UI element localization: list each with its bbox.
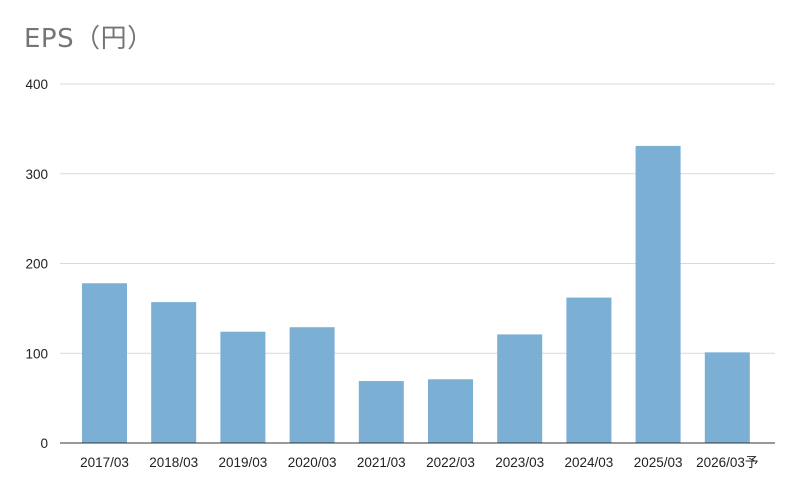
x-tick-label-2021/03: 2021/03	[357, 455, 406, 470]
x-tick-label-2018/03: 2018/03	[149, 455, 198, 470]
x-tick-label-2026/03予: 2026/03予	[696, 455, 758, 470]
x-tick-label-2020/03: 2020/03	[288, 455, 337, 470]
y-tick-label-300: 300	[25, 167, 48, 182]
x-tick-label-2023/03: 2023/03	[495, 455, 544, 470]
bar-2017/03	[82, 283, 127, 443]
bar-2023/03	[497, 334, 543, 443]
x-axis-tick-labels: 2017/03 2018/03 2019/03 2020/03 2021/03 2022/…	[80, 455, 758, 470]
x-tick-label-2024/03: 2024/03	[564, 455, 613, 470]
bar-2021/03	[358, 381, 404, 443]
y-tick-label-400: 400	[25, 77, 48, 92]
y-tick-label-200: 200	[25, 257, 48, 272]
y-tick-label-0: 0	[40, 436, 48, 451]
x-tick-label-2022/03: 2022/03	[426, 455, 475, 470]
bar-2024/03	[566, 297, 612, 443]
bar-2019/03	[220, 331, 266, 443]
y-tick-label-100: 100	[25, 346, 48, 361]
bar-2025/03	[635, 145, 681, 444]
chart-title: EPS（円）	[24, 24, 154, 54]
bar-2020/03	[289, 327, 335, 443]
y-axis-tick-labels: 0 100 200 300 400	[25, 77, 48, 451]
bar-2026/03予	[704, 352, 750, 443]
x-tick-label-2017/03: 2017/03	[80, 455, 129, 470]
bar-2018/03	[151, 302, 197, 443]
bars	[82, 145, 750, 444]
x-tick-label-2019/03: 2019/03	[218, 455, 267, 470]
bar-2022/03	[428, 379, 473, 443]
x-tick-label-2025/03: 2025/03	[634, 455, 683, 470]
